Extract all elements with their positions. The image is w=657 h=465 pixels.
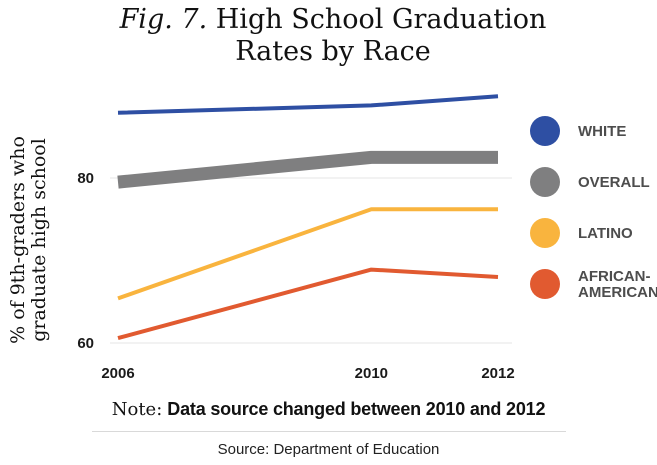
legend-label: WHITE [578,123,626,140]
legend-label: AFRICAN- [578,268,651,285]
legend-label: AMERICAN [578,284,657,301]
x-tick-label: 2006 [101,365,134,382]
x-tick-label: 2010 [355,365,388,382]
tick-layer: 2006 2010 2012 60 80 [77,170,514,382]
legend-swatch [530,218,560,248]
legend-swatch [530,269,560,299]
source-note: Source: Department of Education [217,441,440,458]
y-tick-label: 80 [77,170,94,187]
note-text: Data source changed between 2010 and 201… [167,399,546,419]
legend-swatch [530,116,560,146]
figure-number: Fig. 7. [119,4,208,35]
legend-label: LATINO [578,225,633,242]
chart-note: Note: Data source changed between 2010 a… [0,399,657,420]
series-line-african-american [117,267,499,341]
series-line-overall [117,150,498,189]
chart-title: Fig. 7. High School Graduation Rates by … [118,4,548,68]
legend-swatch [530,167,560,197]
series-line-latino [117,207,498,301]
divider [92,431,566,432]
legend: WHITE OVERALL LATINO AFRICAN-AMERICAN [530,116,657,301]
series-line-white [117,94,499,115]
series-layer [117,94,499,341]
note-label: Note: [111,399,163,420]
chart-title-text: High School Graduation Rates by Race [215,4,547,67]
y-tick-label: 60 [77,335,94,352]
legend-label: OVERALL [578,174,650,191]
x-tick-label: 2012 [481,365,514,382]
